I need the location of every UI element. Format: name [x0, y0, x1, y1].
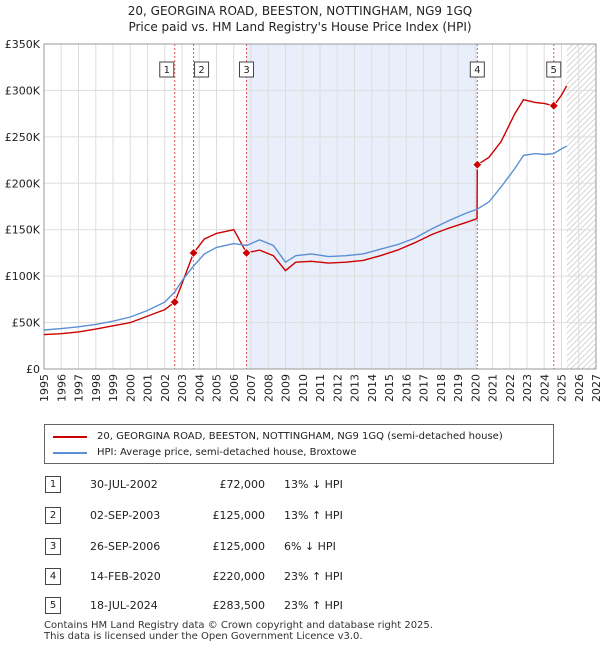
sale-label-box — [546, 61, 562, 78]
x-tick-label: 2024 — [538, 374, 551, 402]
transaction-number: 3 — [45, 538, 61, 555]
x-tick-label: 2000 — [124, 374, 137, 402]
transaction-price: £72,000 — [219, 478, 266, 491]
chart-legend: 20, GEORGINA ROAD, BEESTON, NOTTINGHAM, … — [44, 424, 554, 464]
chart-subtitle: Price paid vs. HM Land Registry's House … — [128, 20, 472, 34]
transaction-price: £125,000 — [212, 509, 266, 522]
x-tick-label: 2003 — [176, 374, 189, 402]
transaction-hpi-diff: 23% ↑ HPI — [284, 570, 343, 583]
x-tick-label: 1996 — [55, 374, 68, 402]
sale-label-box — [159, 61, 175, 78]
transaction-row: 1 30-JUL-2002 £72,000 13% ↓ HPI — [0, 476, 600, 494]
sale-point — [472, 159, 483, 170]
x-tick-label: 2011 — [314, 374, 327, 402]
transaction-number: 2 — [45, 507, 61, 524]
sale-label-box — [469, 61, 485, 78]
legend-label-property: 20, GEORGINA ROAD, BEESTON, NOTTINGHAM, … — [97, 431, 503, 442]
x-tick-label: 2005 — [211, 374, 224, 402]
sale-label-box — [194, 61, 210, 78]
x-tick-label: 2004 — [193, 374, 206, 402]
chart-title: 20, GEORGINA ROAD, BEESTON, NOTTINGHAM, … — [127, 4, 473, 18]
plot-frame — [43, 43, 597, 370]
y-tick-label: £100K — [5, 270, 41, 283]
y-tick-label: £250K — [5, 131, 41, 144]
x-tick-label: 2012 — [331, 374, 344, 402]
x-tick-label: 2025 — [556, 374, 569, 402]
x-tick-label: 2026 — [573, 374, 586, 402]
x-tick-label: 2017 — [418, 374, 431, 402]
x-tick-label: 2013 — [349, 374, 362, 402]
transaction-hpi-diff: 13% ↑ HPI — [284, 509, 343, 522]
sale-label: 1 — [164, 65, 170, 76]
footer-licence: This data is licensed under the Open Gov… — [44, 631, 363, 642]
transaction-number: 4 — [45, 568, 61, 585]
sale-label-box — [239, 61, 255, 78]
transaction-hpi-diff: 6% ↓ HPI — [284, 540, 336, 553]
transaction-number: 5 — [45, 597, 61, 614]
legend-swatch-hpi — [53, 451, 87, 454]
y-tick-label: £300K — [5, 84, 41, 97]
property-price-line — [43, 85, 568, 336]
x-tick-label: 2002 — [159, 374, 172, 402]
transaction-date: 02-SEP-2003 — [90, 509, 161, 522]
x-tick-label: 2016 — [400, 374, 413, 402]
x-tick-label: 2020 — [469, 374, 482, 402]
x-tick-label: 2009 — [280, 374, 293, 402]
x-tick-label: 2018 — [435, 374, 448, 402]
x-tick-label: 2021 — [487, 374, 500, 402]
hpi-line — [43, 145, 568, 331]
legend-item-hpi: HPI: Average price, semi-detached house,… — [53, 447, 356, 458]
x-tick-label: 2006 — [228, 374, 241, 402]
transaction-price: £125,000 — [212, 540, 266, 553]
shaded-period — [246, 44, 478, 369]
sale-label: 2 — [198, 65, 204, 76]
y-tick-label: £200K — [5, 177, 41, 190]
x-tick-label: 2014 — [366, 374, 379, 402]
x-tick-label: 2010 — [297, 374, 310, 402]
y-tick-label: £50K — [12, 317, 41, 330]
transaction-row: 4 14-FEB-2020 £220,000 23% ↑ HPI — [0, 568, 600, 586]
sale-label: 3 — [243, 65, 249, 76]
transaction-date: 30-JUL-2002 — [90, 478, 158, 491]
price-chart: 1 2 3 4 5 £0 £50K £100K £150K £200K £250K £300K £350… — [5, 38, 600, 402]
sale-point — [241, 247, 252, 258]
footer-copyright: Contains HM Land Registry data © Crown c… — [44, 620, 433, 631]
transaction-number: 1 — [45, 476, 61, 493]
transaction-price: £283,500 — [212, 599, 266, 612]
transaction-date: 14-FEB-2020 — [90, 570, 161, 583]
x-tick-label: 2022 — [504, 374, 517, 402]
x-tick-label: 2001 — [142, 374, 155, 402]
sale-point — [169, 297, 180, 308]
transaction-price: £220,000 — [212, 570, 266, 583]
transaction-date: 26-SEP-2006 — [90, 540, 161, 553]
x-tick-label: 2007 — [245, 374, 258, 402]
legend-item-property: 20, GEORGINA ROAD, BEESTON, NOTTINGHAM, … — [53, 431, 503, 442]
transaction-hpi-diff: 13% ↓ HPI — [284, 478, 343, 491]
transaction-row: 2 02-SEP-2003 £125,000 13% ↑ HPI — [0, 507, 600, 525]
sale-label: 5 — [551, 65, 557, 76]
y-tick-label: £0 — [26, 363, 40, 376]
forecast-region — [566, 44, 596, 369]
sale-point — [188, 247, 199, 258]
y-tick-label: £350K — [5, 38, 41, 51]
y-tick-label: £150K — [5, 224, 41, 237]
x-tick-label: 1998 — [90, 374, 103, 402]
sale-label: 4 — [474, 65, 480, 76]
x-tick-label: 1999 — [107, 374, 120, 402]
transaction-date: 18-JUL-2024 — [90, 599, 158, 612]
transaction-row: 5 18-JUL-2024 £283,500 23% ↑ HPI — [0, 597, 600, 615]
x-tick-label: 1997 — [73, 374, 86, 402]
transaction-hpi-diff: 23% ↑ HPI — [284, 599, 343, 612]
legend-label-hpi: HPI: Average price, semi-detached house,… — [97, 447, 357, 458]
legend-swatch-property — [53, 435, 87, 438]
x-tick-label: 2023 — [521, 374, 534, 402]
x-tick-label: 2015 — [383, 374, 396, 402]
transaction-row: 3 26-SEP-2006 £125,000 6% ↓ HPI — [0, 538, 600, 556]
sale-point — [548, 100, 559, 111]
x-tick-label: 2027 — [590, 374, 600, 402]
x-tick-label: 2008 — [262, 374, 275, 402]
x-tick-label: 1995 — [38, 374, 51, 402]
x-tick-label: 2019 — [452, 374, 465, 402]
